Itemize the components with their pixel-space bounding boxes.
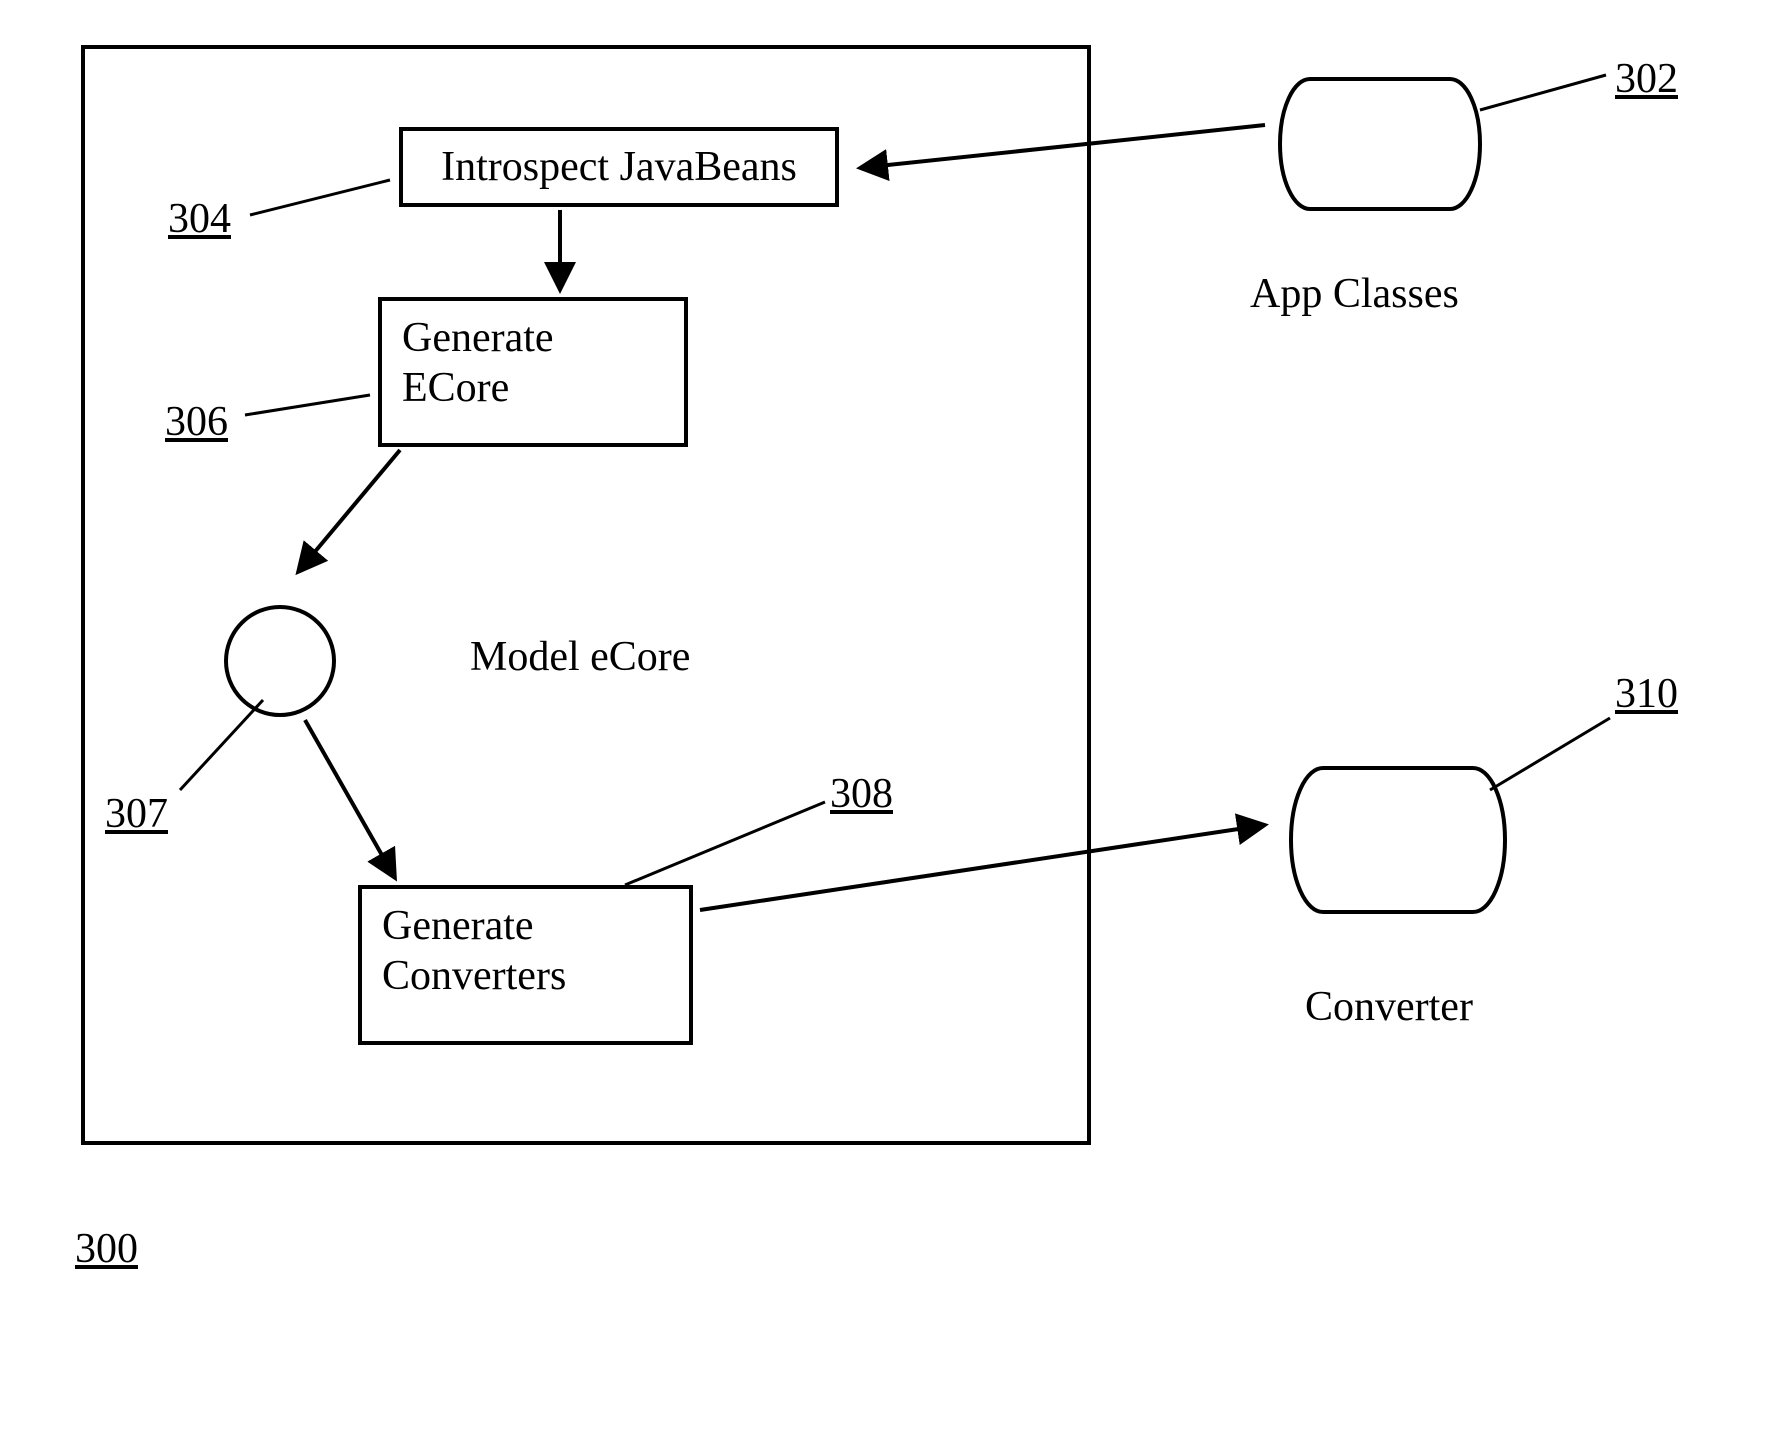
model-ecore-label: Model eCore — [470, 633, 690, 681]
gen-conv-line2: Converters — [382, 951, 669, 1001]
ref-300: 300 — [75, 1225, 138, 1273]
introspect-label: Introspect JavaBeans — [441, 142, 797, 192]
converter-cylinder — [1285, 760, 1510, 920]
generate-converters-box: Generate Converters — [358, 885, 693, 1045]
ref-307: 307 — [105, 790, 168, 838]
app-classes-label: App Classes — [1250, 270, 1459, 318]
ref-310: 310 — [1615, 670, 1678, 718]
app-classes-cylinder — [1275, 72, 1485, 217]
ref-302: 302 — [1615, 55, 1678, 103]
gen-ecore-line2: ECore — [402, 363, 664, 413]
introspect-javabeans-box: Introspect JavaBeans — [399, 127, 839, 207]
generate-ecore-box: Generate ECore — [378, 297, 688, 447]
gen-ecore-line1: Generate — [402, 313, 664, 363]
ref-304: 304 — [168, 195, 231, 243]
gen-conv-line1: Generate — [382, 901, 669, 951]
model-ecore-circle — [224, 605, 336, 717]
ref-306: 306 — [165, 398, 228, 446]
ref-308: 308 — [830, 770, 893, 818]
converter-label: Converter — [1305, 983, 1473, 1031]
